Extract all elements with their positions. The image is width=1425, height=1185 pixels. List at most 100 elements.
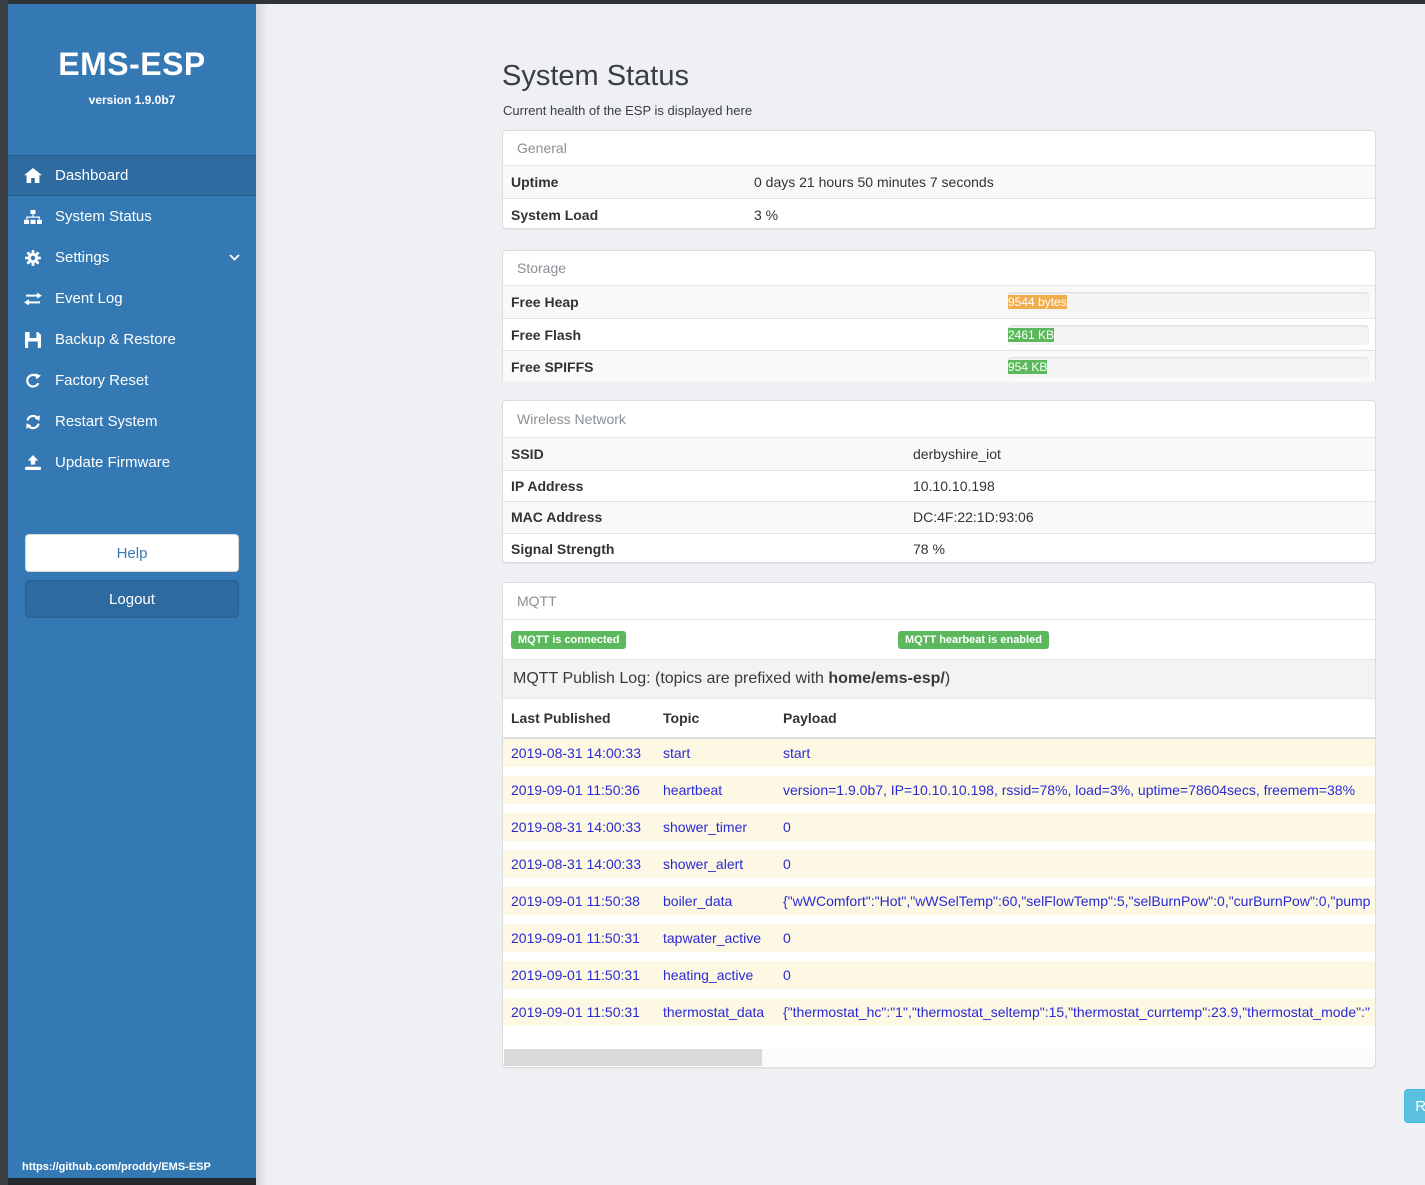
sidebar-item-settings[interactable]: Settings	[8, 237, 256, 278]
row-value: derbyshire_iot	[913, 445, 1001, 462]
progressbar-fill: 2461 KB	[1008, 327, 1055, 342]
table-row: 2019-09-01 11:50:31 heating_active 0	[503, 961, 1375, 998]
table-row: 2019-08-31 14:00:33 shower_timer 0	[503, 813, 1375, 850]
cell-topic: start	[663, 745, 691, 761]
row-value: DC:4F:22:1D:93:06	[913, 509, 1034, 526]
scrollbar-thumb[interactable]	[504, 1049, 762, 1066]
cell-topic: tapwater_active	[663, 930, 762, 946]
cell-topic: heating_active	[663, 967, 754, 983]
table-row: Free SPIFFS 954 KB	[503, 350, 1375, 382]
row-label: Signal Strength	[511, 540, 615, 557]
github-link[interactable]: https://github.com/proddy/EMS-ESP	[22, 1161, 211, 1173]
table-row: 2019-09-01 11:50:38 boiler_data {"wWComf…	[503, 887, 1375, 924]
table-row: 2019-09-01 11:50:31 tapwater_active 0	[503, 924, 1375, 961]
table-row: 2019-08-31 14:00:33 start start	[503, 739, 1375, 776]
cell-time: 2019-09-01 11:50:31	[511, 1004, 640, 1020]
cell-topic: boiler_data	[663, 893, 733, 909]
sidebar-item-label: Settings	[55, 249, 110, 266]
row-label: Free Flash	[511, 326, 582, 343]
panel-title: General	[503, 131, 1375, 166]
chevron-down-icon	[229, 254, 240, 261]
panel-title: Storage	[503, 251, 1375, 286]
sidebar-item-label: Event Log	[55, 290, 123, 307]
rotate-icon	[21, 372, 45, 389]
page-title: System Status	[502, 60, 689, 92]
cell-time: 2019-09-01 11:50:31	[511, 967, 640, 983]
mqtt-status-row: MQTT is connected MQTT hearbeat is enabl…	[503, 620, 1375, 659]
free-flash-progressbar: 2461 KB	[1008, 324, 1369, 345]
row-label: System Load	[511, 206, 599, 223]
cell-payload: {"wWComfort":"Hot","wWSelTemp":60,"selFl…	[783, 893, 1371, 909]
cell-time: 2019-08-31 14:00:33	[511, 745, 641, 761]
general-panel: General Uptime 0 days 21 hours 50 minute…	[502, 130, 1376, 229]
mqtt-publish-log-heading: MQTT Publish Log: (topics are prefixed w…	[503, 659, 1375, 699]
mqtt-heartbeat-badge: MQTT hearbeat is enabled	[898, 631, 1049, 649]
row-value: 3 %	[754, 206, 779, 223]
exchange-arrows-icon	[21, 292, 45, 306]
sidebar-nav: Dashboard System Status	[8, 155, 256, 483]
cell-payload: version=1.9.0b7, IP=10.10.10.198, rssid=…	[783, 782, 1356, 798]
cell-payload: start	[783, 745, 811, 761]
progressbar-fill: 9544 bytes	[1008, 295, 1067, 309]
sidebar-item-event-log[interactable]: Event Log	[8, 278, 256, 319]
column-header-payload: Payload	[783, 710, 837, 726]
row-label: SSID	[511, 445, 544, 462]
cell-payload: 0	[783, 930, 791, 946]
sidebar-item-label: System Status	[55, 208, 152, 225]
sidebar-item-label: Factory Reset	[55, 372, 149, 389]
sidebar-item-update-firmware[interactable]: Update Firmware	[8, 442, 256, 483]
sidebar-item-system-status[interactable]: System Status	[8, 196, 256, 237]
sidebar-item-dashboard[interactable]: Dashboard	[8, 155, 256, 196]
row-value: 78 %	[913, 540, 945, 557]
row-value: 10.10.10.198	[913, 477, 995, 494]
sidebar-item-label: Restart System	[55, 413, 158, 430]
app-version: version 1.9.0b7	[88, 93, 176, 107]
table-row: 2019-09-01 11:50:36 heartbeat version=1.…	[503, 776, 1375, 813]
table-row: 2019-09-01 11:50:31 thermostat_data {"th…	[503, 998, 1375, 1035]
cell-time: 2019-09-01 11:50:31	[511, 930, 640, 946]
mqtt-connected-badge: MQTT is connected	[511, 631, 627, 649]
row-label: Free SPIFFS	[511, 358, 594, 375]
wireless-network-panel: Wireless Network SSID derbyshire_iot IP …	[502, 400, 1376, 563]
table-row: SSID derbyshire_iot	[503, 438, 1375, 470]
sidebar-item-label: Backup & Restore	[55, 331, 176, 348]
cell-payload: 0	[783, 967, 791, 983]
sidebar-item-restart-system[interactable]: Restart System	[8, 401, 256, 442]
page-subtitle: Current health of the ESP is displayed h…	[503, 103, 753, 118]
logout-button[interactable]: Logout	[25, 580, 239, 618]
table-row: Free Flash 2461 KB	[503, 318, 1375, 350]
window-top-edge	[0, 0, 1425, 4]
sidebar-item-backup-restore[interactable]: Backup & Restore	[8, 319, 256, 360]
refresh-button[interactable]: Refresh	[1404, 1089, 1425, 1123]
gear-icon	[21, 249, 45, 266]
table-row: 2019-08-31 14:00:33 shower_alert 0	[503, 850, 1375, 887]
row-value: 0 days 21 hours 50 minutes 7 seconds	[754, 174, 994, 190]
table-row: MAC Address DC:4F:22:1D:93:06	[503, 501, 1375, 533]
log-heading-topic-prefix: home/ems-esp/	[828, 670, 945, 687]
app-title: EMS-ESP	[58, 46, 206, 82]
panel-title: MQTT	[503, 583, 1375, 620]
help-button[interactable]: Help	[25, 534, 239, 572]
horizontal-scrollbar[interactable]	[504, 1049, 1374, 1066]
cell-payload: {"thermostat_hc":"1","thermostat_seltemp…	[783, 1004, 1370, 1020]
cell-topic: shower_timer	[663, 819, 748, 835]
sidebar-bottom-edge	[8, 1178, 256, 1185]
sitemap-icon	[21, 209, 45, 224]
mqtt-table-header: Last Published Topic Payload	[503, 699, 1375, 739]
free-heap-progressbar: 9544 bytes	[1008, 292, 1369, 312]
cell-payload: 0	[783, 856, 791, 872]
window-left-edge	[0, 0, 8, 1185]
sidebar-item-factory-reset[interactable]: Factory Reset	[8, 360, 256, 401]
row-label: IP Address	[511, 477, 584, 494]
storage-panel: Storage Free Heap 9544 bytes Free Flash …	[502, 250, 1376, 382]
column-header-topic: Topic	[663, 710, 700, 726]
log-heading-prefix: MQTT Publish Log: (topics are prefixed w…	[513, 670, 829, 687]
mqtt-panel: MQTT MQTT is connected MQTT hearbeat is …	[502, 582, 1376, 1068]
cell-time: 2019-09-01 11:50:38	[511, 893, 640, 909]
upload-icon	[21, 455, 45, 470]
cell-topic: thermostat_data	[663, 1004, 765, 1020]
row-label: Free Heap	[511, 294, 579, 310]
cell-payload: 0	[783, 819, 791, 835]
sidebar: EMS-ESP version 1.9.0b7 Dashboard System…	[8, 4, 256, 1178]
panel-title: Wireless Network	[503, 401, 1375, 438]
